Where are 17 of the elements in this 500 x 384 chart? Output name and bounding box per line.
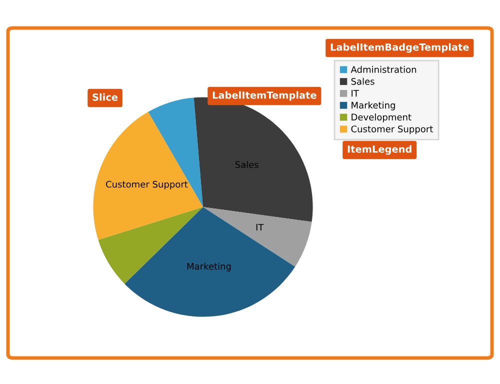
legend-label: Development — [352, 114, 412, 122]
text: LabelItemBadgeTemplate — [330, 43, 469, 53]
data-label: Sales — [235, 161, 258, 168]
text: ItemLegend — [348, 145, 412, 155]
legend-label: Administration — [350, 66, 416, 73]
data-label: Marketing — [187, 262, 231, 272]
legend-label: Sales — [351, 78, 374, 85]
legend-label: IT — [352, 90, 359, 97]
data-label: Customer Support — [106, 180, 188, 190]
pie-slice — [93, 112, 203, 240]
legend-label: Marketing — [352, 102, 395, 110]
text: Slice — [92, 93, 118, 101]
pie-slice — [124, 207, 296, 317]
pie-slice — [148, 98, 203, 207]
data-label: IT — [256, 224, 264, 231]
legend-label: Customer Support — [351, 126, 433, 134]
text: LabelItemTemplate — [212, 91, 316, 101]
